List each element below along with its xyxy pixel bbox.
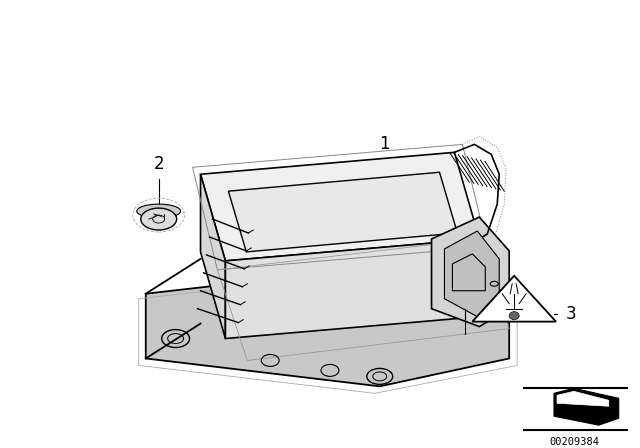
Text: 2: 2 [154, 155, 164, 173]
Polygon shape [472, 276, 556, 322]
Polygon shape [431, 217, 509, 327]
Text: 3: 3 [566, 305, 576, 323]
Text: 1: 1 [380, 135, 390, 153]
Text: 00209384: 00209384 [549, 437, 599, 447]
Polygon shape [444, 231, 499, 317]
Ellipse shape [509, 312, 519, 319]
Polygon shape [200, 152, 479, 261]
Polygon shape [225, 239, 479, 339]
Polygon shape [557, 391, 609, 406]
Ellipse shape [137, 204, 180, 218]
Ellipse shape [141, 208, 177, 230]
Polygon shape [200, 174, 225, 339]
Polygon shape [228, 172, 458, 252]
Polygon shape [554, 388, 619, 425]
Polygon shape [146, 267, 509, 386]
